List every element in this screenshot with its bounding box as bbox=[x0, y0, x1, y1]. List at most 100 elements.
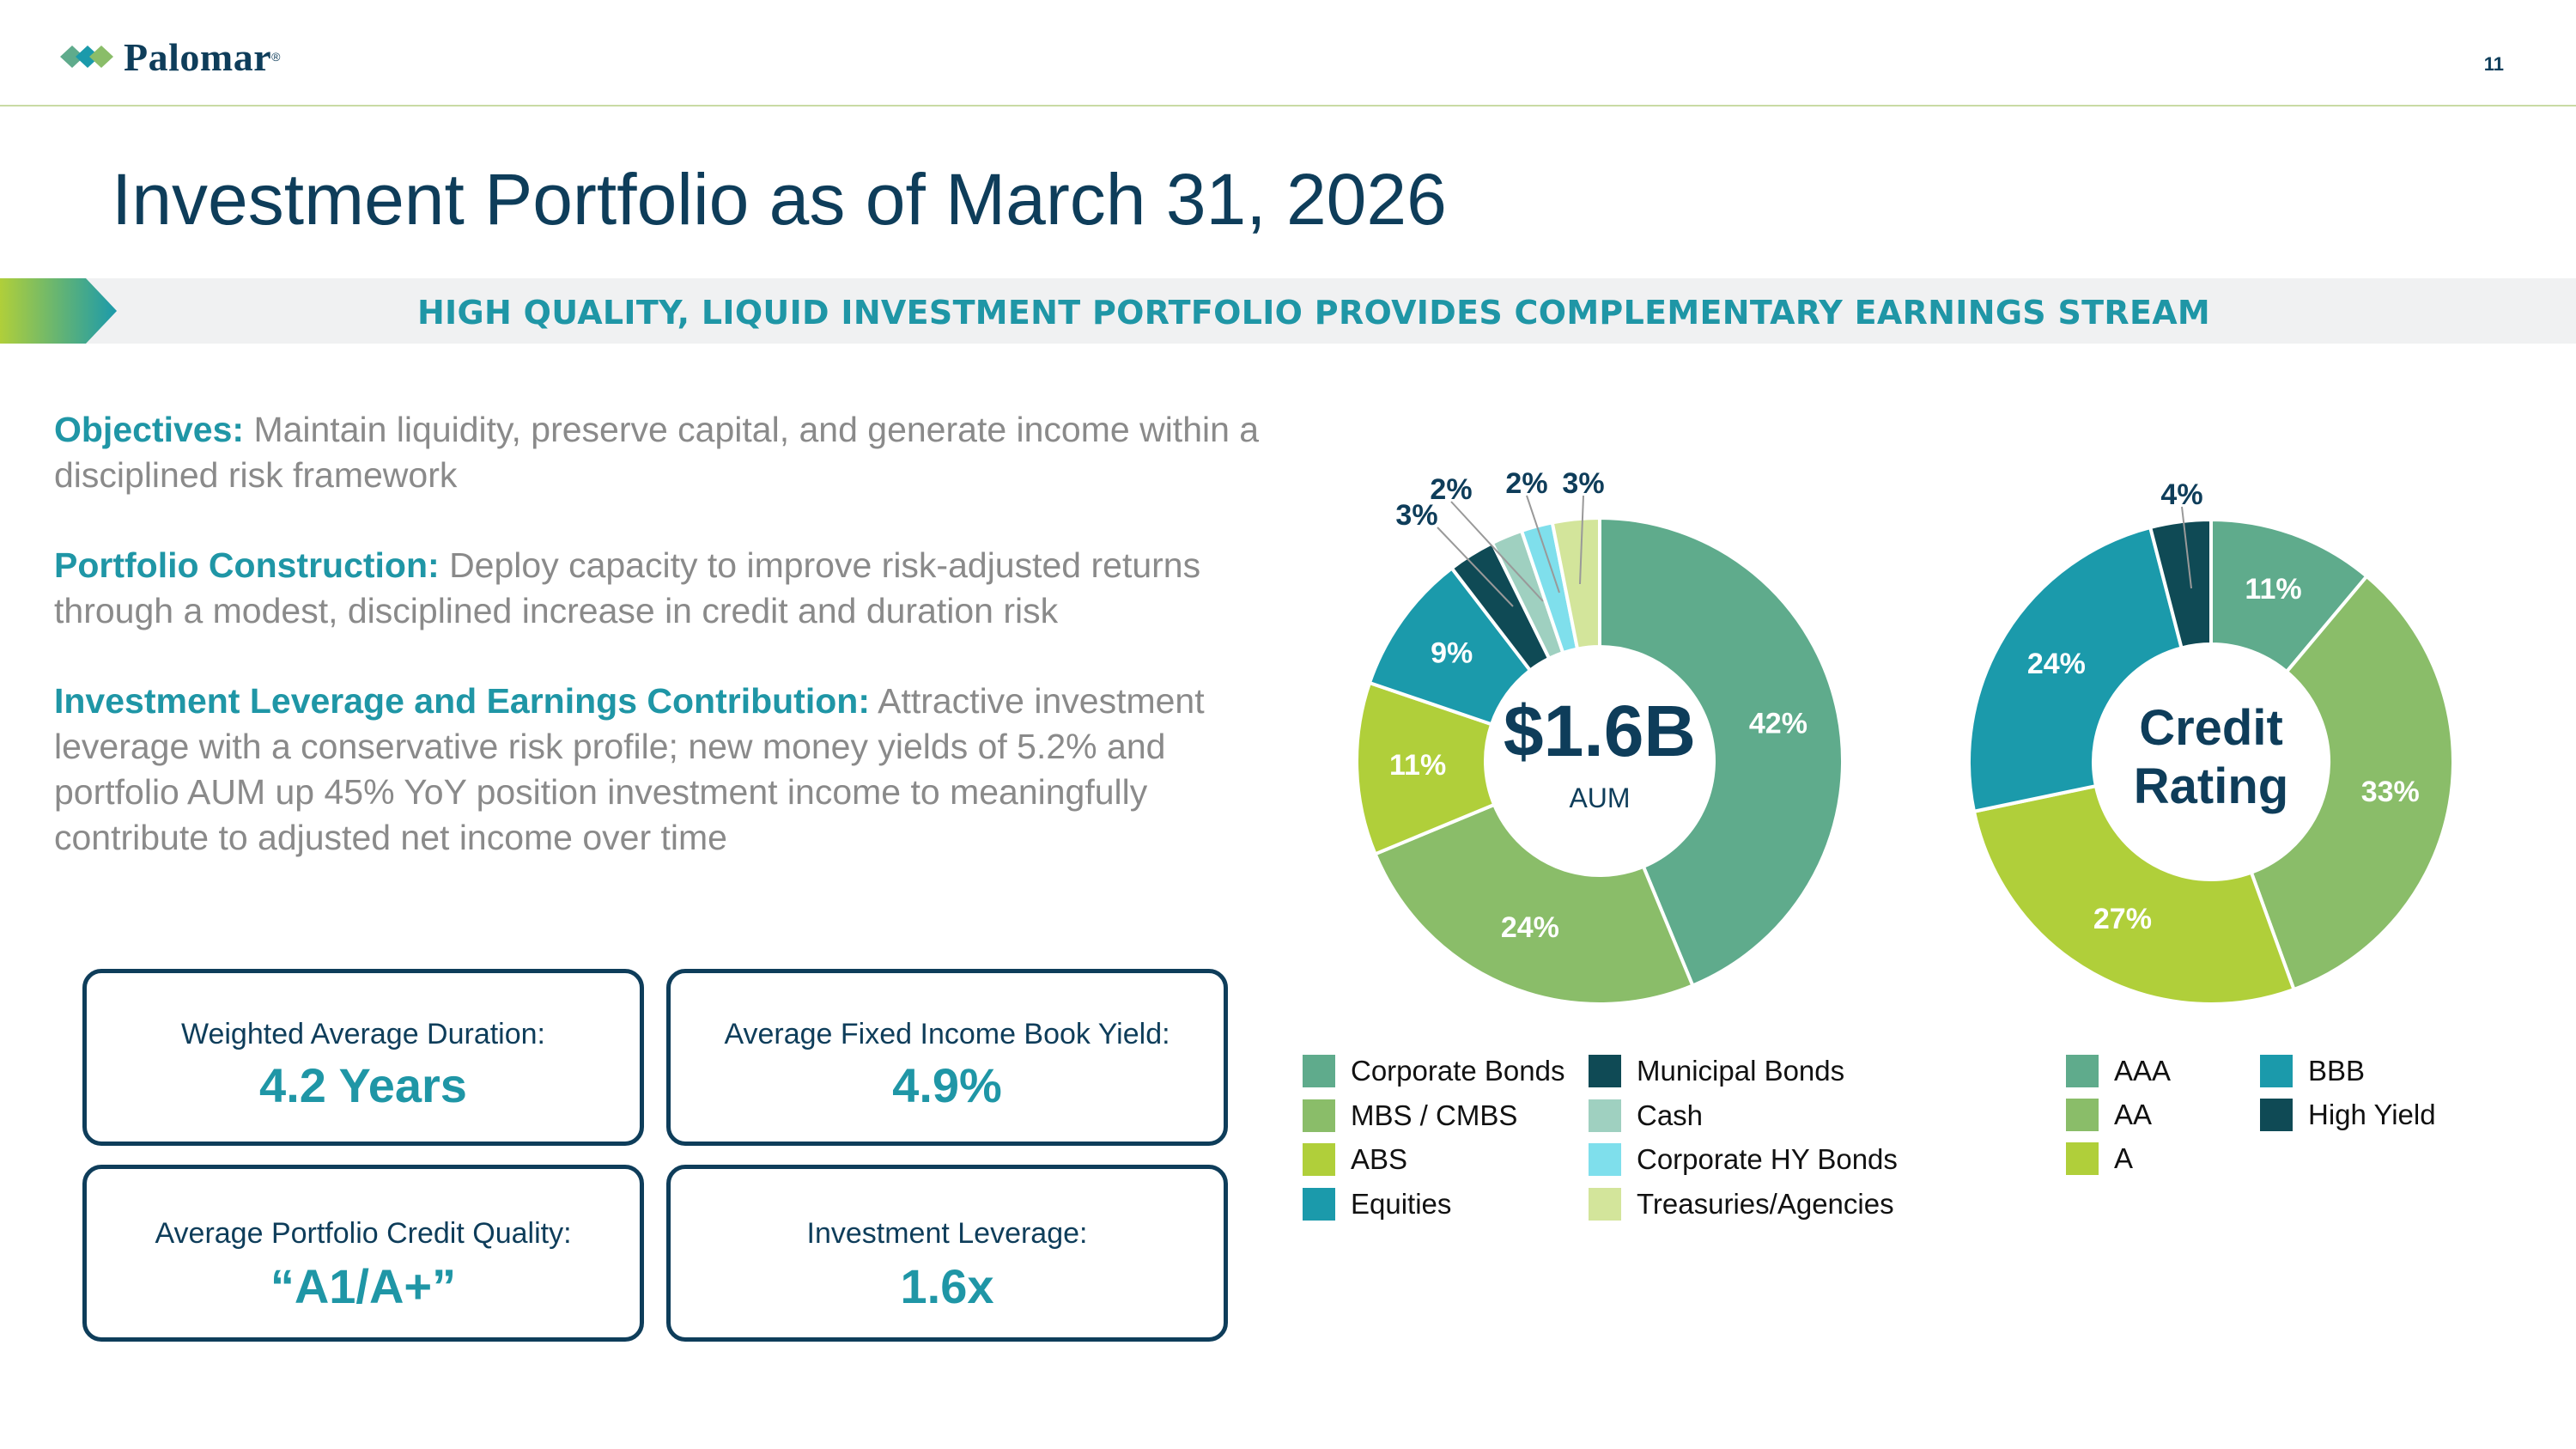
kpi-investment-leverage: Investment Leverage: 1.6x bbox=[666, 1165, 1228, 1342]
objectives-lead: Objectives: bbox=[54, 410, 245, 449]
legend-label: AAA bbox=[2114, 1055, 2172, 1087]
legend-swatch bbox=[1303, 1099, 1335, 1132]
leader-line-corporate-hy-bonds bbox=[1526, 495, 1560, 594]
kpi-value: 4.9% bbox=[892, 1058, 1002, 1112]
data-label-abs: 11% bbox=[1389, 749, 1446, 782]
slice-abs bbox=[1355, 680, 1497, 856]
investment-leverage-lead: Investment Leverage and Earnings Contrib… bbox=[54, 681, 870, 721]
slice-corporate-bonds bbox=[1598, 515, 1845, 989]
leader-line-treasuries-agencies bbox=[1579, 495, 1584, 585]
legend-item-high-yield: High Yield bbox=[2260, 1099, 2436, 1131]
data-label-treasuries-agencies: 3% bbox=[1562, 467, 1604, 500]
legend-swatch bbox=[1589, 1099, 1621, 1132]
legend-label: High Yield bbox=[2308, 1099, 2436, 1130]
kpi-credit-quality: Average Portfolio Credit Quality: “A1/A+… bbox=[82, 1165, 644, 1342]
data-label-aaa: 11% bbox=[2245, 573, 2301, 606]
legend-item-corporate-hy-bonds: Corporate HY Bonds bbox=[1589, 1143, 1898, 1176]
slice-mbs-cmbs bbox=[1372, 802, 1695, 1007]
kpi-label: Average Portfolio Credit Quality: bbox=[155, 1217, 572, 1250]
brand-name: Palomar bbox=[124, 34, 272, 79]
legend-label: Treasuries/Agencies bbox=[1637, 1187, 1894, 1220]
slice-bbb bbox=[1967, 525, 2184, 814]
chart-title-line: Rating bbox=[2134, 758, 2288, 814]
legend-label: ABS bbox=[1351, 1143, 1408, 1175]
banner: HIGH QUALITY, LIQUID INVESTMENT PORTFOLI… bbox=[0, 278, 2576, 344]
data-label-equities: 9% bbox=[1431, 636, 1473, 669]
banner-arrow-icon bbox=[0, 278, 117, 344]
leader-line-high-yield bbox=[2181, 506, 2192, 589]
kpi-value: 4.2 Years bbox=[259, 1058, 467, 1112]
leader-line-municipal-bonds bbox=[1437, 527, 1514, 607]
legend-item-treasuries-agencies: Treasuries/Agencies bbox=[1589, 1187, 1894, 1221]
portfolio-construction-text: Deploy capacity to improve risk-adjusted… bbox=[54, 545, 1201, 630]
objectives-paragraph: Objectives: Maintain liquidity, preserve… bbox=[54, 407, 1291, 498]
slice-a bbox=[1971, 783, 2297, 1006]
legend-label: MBS / CMBS bbox=[1351, 1099, 1518, 1131]
legend-swatch bbox=[1303, 1187, 1335, 1221]
legend-swatch bbox=[2260, 1055, 2293, 1087]
legend-item-mbs-cmbs: MBS / CMBS bbox=[1303, 1099, 1517, 1132]
kpi-duration: Weighted Average Duration: 4.2 Years bbox=[82, 969, 644, 1146]
palomar-logo-mark-icon bbox=[60, 46, 113, 68]
legend-label: Cash bbox=[1637, 1099, 1704, 1131]
legend-label: A bbox=[2114, 1142, 2134, 1174]
page-title: Investment Portfolio as of March 31, 202… bbox=[112, 159, 1447, 240]
kpi-value: 1.6x bbox=[900, 1259, 994, 1313]
page-number: 11 bbox=[2483, 53, 2504, 75]
legend-swatch bbox=[1303, 1143, 1335, 1176]
legend-item-cash: Cash bbox=[1589, 1099, 1703, 1132]
legend-swatch bbox=[1589, 1187, 1621, 1221]
legend-item-equities: Equities bbox=[1303, 1187, 1452, 1221]
leader-line-cash bbox=[1450, 501, 1544, 602]
objectives-text: Maintain liquidity, preserve capital, an… bbox=[54, 410, 1260, 495]
legend-item-aa: AA bbox=[2066, 1099, 2152, 1131]
legend-label: BBB bbox=[2308, 1055, 2366, 1087]
investment-leverage-paragraph: Investment Leverage and Earnings Contrib… bbox=[54, 679, 1291, 861]
legend-label: Corporate Bonds bbox=[1351, 1055, 1565, 1087]
data-label-corporate-bonds: 42% bbox=[1749, 708, 1807, 740]
kpi-label: Average Fixed Income Book Yield: bbox=[724, 1018, 1170, 1050]
legend-swatch bbox=[1589, 1055, 1621, 1087]
kpi-value: “A1/A+” bbox=[270, 1259, 457, 1313]
portfolio-construction-lead: Portfolio Construction: bbox=[54, 545, 440, 585]
kpi-book-yield: Average Fixed Income Book Yield: 4.9% bbox=[666, 969, 1228, 1146]
data-label-bbb: 24% bbox=[2027, 648, 2086, 680]
investment-leverage-text: Attractive investment leverage with a co… bbox=[54, 681, 1205, 857]
legend-label: AA bbox=[2114, 1099, 2153, 1130]
data-label-high-yield: 4% bbox=[2160, 478, 2202, 511]
slice-aaa bbox=[2209, 517, 2370, 674]
portfolio-construction-paragraph: Portfolio Construction: Deploy capacity … bbox=[54, 543, 1291, 634]
chart-title-line: Credit bbox=[2139, 700, 2283, 756]
slice-aa bbox=[2249, 574, 2455, 992]
legend-swatch bbox=[2066, 1055, 2099, 1087]
legend-swatch bbox=[2066, 1142, 2099, 1175]
kpi-label: Investment Leverage: bbox=[806, 1217, 1088, 1250]
banner-text: HIGH QUALITY, LIQUID INVESTMENT PORTFOLI… bbox=[416, 294, 2211, 332]
data-label-cash: 2% bbox=[1430, 473, 1472, 506]
legend-swatch bbox=[1303, 1055, 1335, 1087]
data-label-corporate-hy-bonds: 2% bbox=[1505, 467, 1547, 500]
center-value: $1.6B bbox=[1504, 691, 1696, 771]
legend-item-municipal-bonds: Municipal Bonds bbox=[1589, 1055, 1844, 1087]
data-label-mbs-cmbs: 24% bbox=[1501, 911, 1559, 944]
legend-item-abs: ABS bbox=[1303, 1143, 1407, 1176]
brand-registered-mark: ® bbox=[271, 50, 281, 64]
palomar-logo: Palomar ® bbox=[60, 33, 280, 81]
legend-item-corporate-bonds: Corporate Bonds bbox=[1303, 1055, 1564, 1087]
data-label-aa: 33% bbox=[2361, 776, 2420, 808]
header-divider bbox=[0, 105, 2576, 107]
legend-item-bbb: BBB bbox=[2260, 1055, 2365, 1087]
legend-item-a: A bbox=[2066, 1142, 2133, 1175]
legend-label: Equities bbox=[1351, 1187, 1452, 1220]
legend-swatch bbox=[2066, 1099, 2099, 1131]
data-label-a: 27% bbox=[2093, 903, 2152, 935]
data-label-municipal-bonds: 3% bbox=[1395, 499, 1437, 532]
slice-treasuries-agencies bbox=[1550, 515, 1601, 651]
legend-label: Municipal Bonds bbox=[1637, 1055, 1845, 1087]
legend-swatch bbox=[1589, 1143, 1621, 1176]
legend-item-aaa: AAA bbox=[2066, 1055, 2171, 1087]
kpi-label: Weighted Average Duration: bbox=[180, 1018, 546, 1050]
